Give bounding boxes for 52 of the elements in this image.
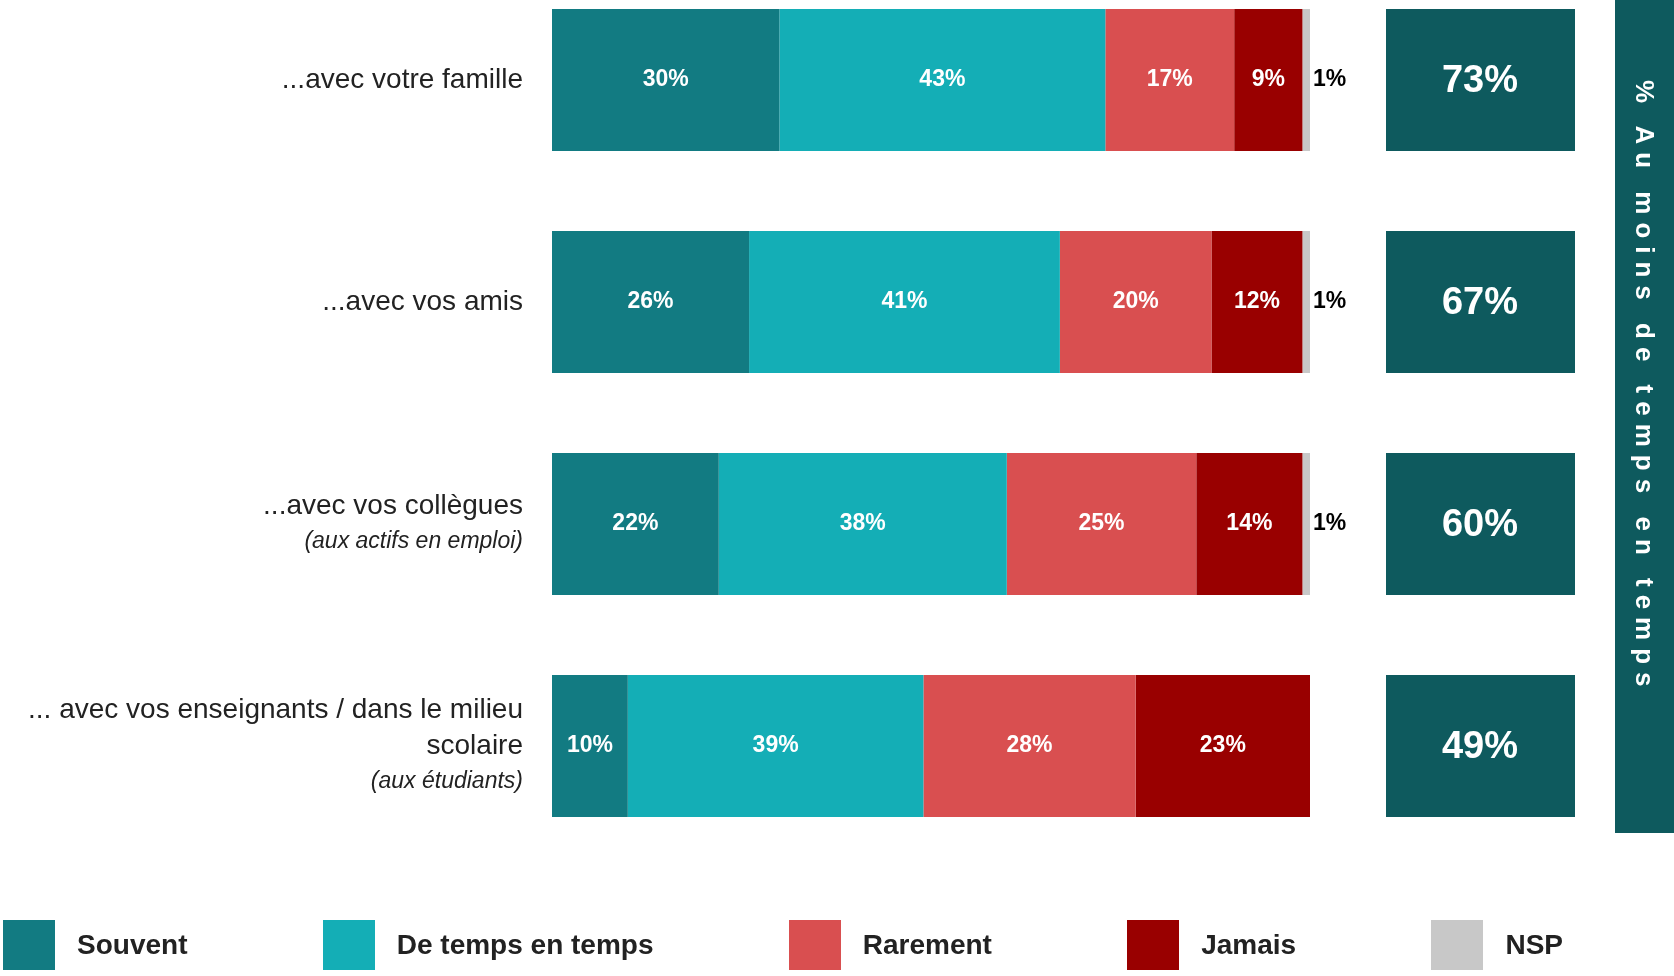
y-tick-label: ...avec vos collègues (aux actifs en emploi) <box>263 488 523 554</box>
text: % Au moins de temps en temps <box>1629 80 1660 695</box>
data-label: 14% <box>1226 509 1273 536</box>
data-label: 22% <box>612 509 659 536</box>
data-label: 41% <box>881 287 928 314</box>
bar <box>1302 452 1310 596</box>
bar <box>749 230 1060 374</box>
data-label: 1% <box>1313 287 1347 314</box>
data-label: 9% <box>1251 65 1285 92</box>
bar <box>1135 674 1310 818</box>
data-label: 1% <box>1313 509 1347 536</box>
data-label: 43% <box>919 65 966 92</box>
bar <box>718 452 1007 596</box>
data-label: 38% <box>839 509 886 536</box>
bar <box>1006 452 1197 596</box>
data-label: 12% <box>1233 287 1280 314</box>
bar <box>1105 8 1235 152</box>
data-label: 26% <box>627 287 674 314</box>
legend-label: NSP <box>1504 928 1563 962</box>
bar <box>552 452 719 596</box>
data-label: 39% <box>752 731 799 758</box>
data-label: 25% <box>1078 509 1125 536</box>
bar <box>1302 8 1310 152</box>
bar <box>552 8 780 152</box>
bar <box>1211 230 1303 374</box>
data-label: 10% <box>566 731 613 758</box>
bar <box>923 674 1136 818</box>
y-tick-label: ...avec vos amis <box>322 284 523 316</box>
bar <box>1196 452 1303 596</box>
legend-label: Rarement <box>861 928 992 962</box>
text: 60% <box>1441 502 1519 545</box>
y-tick-label: ...avec votre famille <box>281 62 523 94</box>
data-label: 30% <box>642 65 689 92</box>
text: 67% <box>1441 280 1519 323</box>
bar <box>627 674 924 818</box>
text: 49% <box>1441 724 1519 767</box>
data-label: 20% <box>1112 287 1159 314</box>
data-label: 23% <box>1199 731 1246 758</box>
bar <box>1302 230 1310 374</box>
data-label: 17% <box>1146 65 1193 92</box>
data-label: 28% <box>1006 731 1053 758</box>
legend-label: Souvent <box>76 928 188 962</box>
bar <box>779 8 1106 152</box>
text: 73% <box>1441 58 1519 101</box>
bar <box>552 674 628 818</box>
y-tick-label: ... avec vos enseignants / dans le milieu scolaire (aux étudiants) <box>28 692 523 794</box>
legend-label: Jamais <box>1200 928 1297 962</box>
legend-label: De temps en temps <box>395 928 654 962</box>
data-label: 1% <box>1313 65 1347 92</box>
bar <box>1234 8 1303 152</box>
bar <box>1059 230 1212 374</box>
bar <box>552 230 750 374</box>
